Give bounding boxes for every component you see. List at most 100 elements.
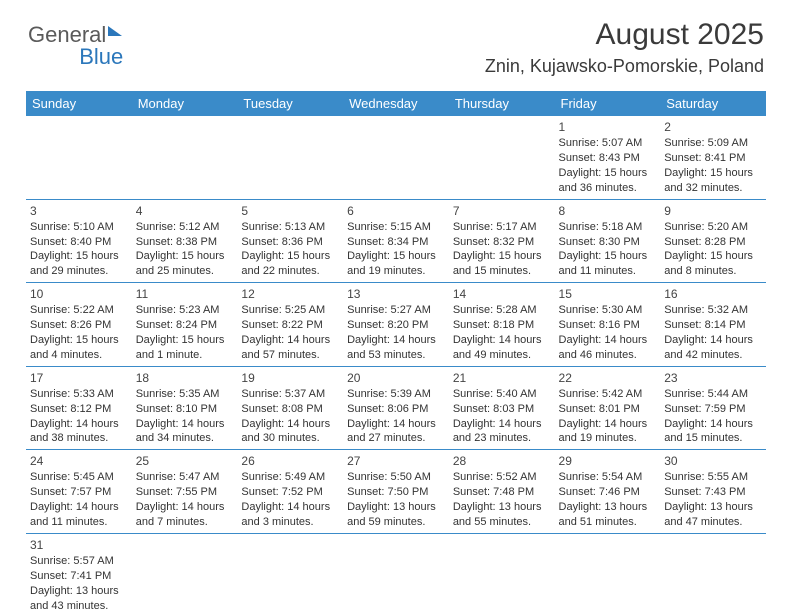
day-header: Friday bbox=[555, 91, 661, 116]
sunrise-text: Sunrise: 5:25 AM bbox=[241, 303, 339, 318]
calendar-empty-cell bbox=[26, 116, 132, 199]
sunset-text: Sunset: 8:30 PM bbox=[559, 235, 657, 250]
sunset-text: Sunset: 7:43 PM bbox=[664, 485, 762, 500]
daylight-text: and 25 minutes. bbox=[136, 264, 234, 279]
daylight-text: and 29 minutes. bbox=[30, 264, 128, 279]
sunset-text: Sunset: 8:24 PM bbox=[136, 318, 234, 333]
sunset-text: Sunset: 8:28 PM bbox=[664, 235, 762, 250]
calendar-empty-cell bbox=[449, 116, 555, 199]
day-header: Saturday bbox=[660, 91, 766, 116]
calendar-empty-cell bbox=[343, 533, 449, 616]
day-header: Thursday bbox=[449, 91, 555, 116]
calendar-day-cell: 1Sunrise: 5:07 AMSunset: 8:43 PMDaylight… bbox=[555, 116, 661, 199]
day-number: 23 bbox=[664, 370, 762, 386]
calendar-day-cell: 21Sunrise: 5:40 AMSunset: 8:03 PMDayligh… bbox=[449, 366, 555, 450]
calendar-day-cell: 30Sunrise: 5:55 AMSunset: 7:43 PMDayligh… bbox=[660, 450, 766, 534]
daylight-text: Daylight: 15 hours bbox=[559, 249, 657, 264]
sunrise-text: Sunrise: 5:42 AM bbox=[559, 387, 657, 402]
daylight-text: Daylight: 14 hours bbox=[30, 500, 128, 515]
day-number: 24 bbox=[30, 453, 128, 469]
sunrise-text: Sunrise: 5:44 AM bbox=[664, 387, 762, 402]
day-number: 20 bbox=[347, 370, 445, 386]
daylight-text: and 4 minutes. bbox=[30, 348, 128, 363]
calendar-day-cell: 28Sunrise: 5:52 AMSunset: 7:48 PMDayligh… bbox=[449, 450, 555, 534]
daylight-text: Daylight: 14 hours bbox=[347, 333, 445, 348]
calendar-week-row: 24Sunrise: 5:45 AMSunset: 7:57 PMDayligh… bbox=[26, 450, 766, 534]
daylight-text: Daylight: 13 hours bbox=[664, 500, 762, 515]
calendar-day-cell: 13Sunrise: 5:27 AMSunset: 8:20 PMDayligh… bbox=[343, 283, 449, 367]
sunset-text: Sunset: 8:16 PM bbox=[559, 318, 657, 333]
calendar-empty-cell bbox=[343, 116, 449, 199]
day-number: 27 bbox=[347, 453, 445, 469]
day-number: 22 bbox=[559, 370, 657, 386]
daylight-text: Daylight: 15 hours bbox=[347, 249, 445, 264]
calendar-empty-cell bbox=[660, 533, 766, 616]
month-title: August 2025 bbox=[485, 18, 764, 52]
calendar-day-cell: 10Sunrise: 5:22 AMSunset: 8:26 PMDayligh… bbox=[26, 283, 132, 367]
daylight-text: Daylight: 13 hours bbox=[559, 500, 657, 515]
title-block: August 2025 Znin, Kujawsko-Pomorskie, Po… bbox=[485, 18, 764, 77]
day-number: 31 bbox=[30, 537, 128, 553]
sunrise-text: Sunrise: 5:30 AM bbox=[559, 303, 657, 318]
day-header: Tuesday bbox=[237, 91, 343, 116]
calendar-day-cell: 18Sunrise: 5:35 AMSunset: 8:10 PMDayligh… bbox=[132, 366, 238, 450]
daylight-text: Daylight: 14 hours bbox=[664, 333, 762, 348]
daylight-text: and 15 minutes. bbox=[664, 431, 762, 446]
day-number: 12 bbox=[241, 286, 339, 302]
calendar-day-cell: 25Sunrise: 5:47 AMSunset: 7:55 PMDayligh… bbox=[132, 450, 238, 534]
calendar-day-cell: 11Sunrise: 5:23 AMSunset: 8:24 PMDayligh… bbox=[132, 283, 238, 367]
calendar-empty-cell bbox=[449, 533, 555, 616]
sunset-text: Sunset: 8:34 PM bbox=[347, 235, 445, 250]
sunrise-text: Sunrise: 5:39 AM bbox=[347, 387, 445, 402]
sunrise-text: Sunrise: 5:22 AM bbox=[30, 303, 128, 318]
sunrise-text: Sunrise: 5:17 AM bbox=[453, 220, 551, 235]
sunrise-text: Sunrise: 5:20 AM bbox=[664, 220, 762, 235]
sunrise-text: Sunrise: 5:32 AM bbox=[664, 303, 762, 318]
sunrise-text: Sunrise: 5:18 AM bbox=[559, 220, 657, 235]
day-number: 2 bbox=[664, 119, 762, 135]
sunset-text: Sunset: 8:26 PM bbox=[30, 318, 128, 333]
daylight-text: and 8 minutes. bbox=[664, 264, 762, 279]
daylight-text: and 43 minutes. bbox=[30, 599, 128, 614]
page-header: GeneralBlue August 2025 Znin, Kujawsko-P… bbox=[0, 0, 792, 85]
daylight-text: and 19 minutes. bbox=[347, 264, 445, 279]
sunrise-text: Sunrise: 5:40 AM bbox=[453, 387, 551, 402]
sunset-text: Sunset: 7:46 PM bbox=[559, 485, 657, 500]
calendar-day-cell: 17Sunrise: 5:33 AMSunset: 8:12 PMDayligh… bbox=[26, 366, 132, 450]
sunset-text: Sunset: 8:12 PM bbox=[30, 402, 128, 417]
day-number: 7 bbox=[453, 203, 551, 219]
calendar-empty-cell bbox=[132, 116, 238, 199]
daylight-text: Daylight: 15 hours bbox=[664, 166, 762, 181]
day-number: 5 bbox=[241, 203, 339, 219]
calendar-day-cell: 4Sunrise: 5:12 AMSunset: 8:38 PMDaylight… bbox=[132, 199, 238, 283]
daylight-text: and 1 minute. bbox=[136, 348, 234, 363]
sunrise-text: Sunrise: 5:23 AM bbox=[136, 303, 234, 318]
day-number: 15 bbox=[559, 286, 657, 302]
day-header: Sunday bbox=[26, 91, 132, 116]
daylight-text: and 22 minutes. bbox=[241, 264, 339, 279]
daylight-text: Daylight: 14 hours bbox=[241, 500, 339, 515]
sunrise-text: Sunrise: 5:15 AM bbox=[347, 220, 445, 235]
day-number: 16 bbox=[664, 286, 762, 302]
sunset-text: Sunset: 8:18 PM bbox=[453, 318, 551, 333]
daylight-text: Daylight: 15 hours bbox=[30, 249, 128, 264]
sunset-text: Sunset: 8:10 PM bbox=[136, 402, 234, 417]
calendar-day-cell: 7Sunrise: 5:17 AMSunset: 8:32 PMDaylight… bbox=[449, 199, 555, 283]
calendar-day-cell: 5Sunrise: 5:13 AMSunset: 8:36 PMDaylight… bbox=[237, 199, 343, 283]
daylight-text: and 3 minutes. bbox=[241, 515, 339, 530]
calendar-day-cell: 27Sunrise: 5:50 AMSunset: 7:50 PMDayligh… bbox=[343, 450, 449, 534]
daylight-text: Daylight: 15 hours bbox=[136, 333, 234, 348]
sunset-text: Sunset: 8:43 PM bbox=[559, 151, 657, 166]
daylight-text: and 55 minutes. bbox=[453, 515, 551, 530]
calendar-day-cell: 12Sunrise: 5:25 AMSunset: 8:22 PMDayligh… bbox=[237, 283, 343, 367]
sunrise-text: Sunrise: 5:54 AM bbox=[559, 470, 657, 485]
calendar-empty-cell bbox=[237, 533, 343, 616]
day-header: Monday bbox=[132, 91, 238, 116]
daylight-text: and 32 minutes. bbox=[664, 181, 762, 196]
calendar-table: Sunday Monday Tuesday Wednesday Thursday… bbox=[26, 91, 766, 616]
calendar-day-cell: 31Sunrise: 5:57 AMSunset: 7:41 PMDayligh… bbox=[26, 533, 132, 616]
sunset-text: Sunset: 8:32 PM bbox=[453, 235, 551, 250]
day-number: 26 bbox=[241, 453, 339, 469]
sunrise-text: Sunrise: 5:27 AM bbox=[347, 303, 445, 318]
daylight-text: Daylight: 14 hours bbox=[453, 333, 551, 348]
